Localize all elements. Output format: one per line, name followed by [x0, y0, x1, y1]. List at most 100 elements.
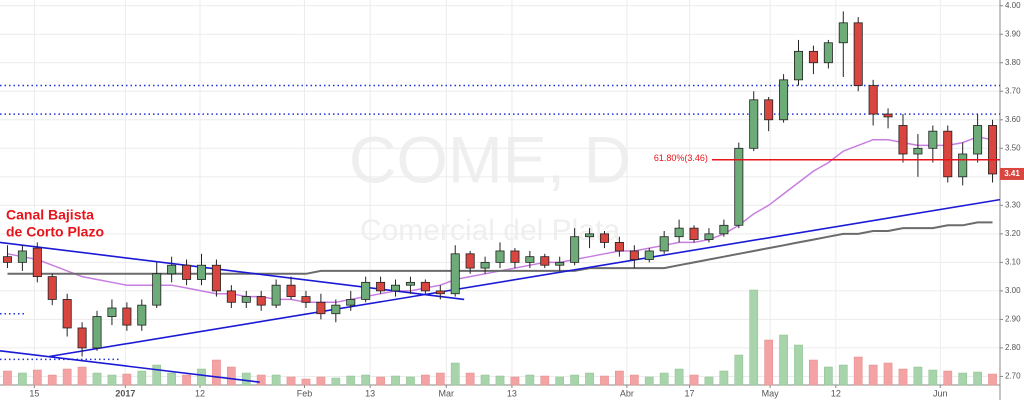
x-tick-label: Jun [933, 388, 948, 398]
volume-bar [450, 362, 460, 386]
volume-bar [555, 376, 565, 386]
candle-body [450, 253, 460, 295]
x-tick-label: 12 [831, 388, 841, 398]
candle-body [465, 253, 475, 269]
x-tick-label: 13 [365, 388, 375, 398]
volume-bar [3, 370, 12, 386]
last-price-label: 3.41 [1004, 169, 1020, 178]
candle-body [868, 85, 878, 115]
trendline [0, 349, 260, 383]
candle-body [838, 22, 848, 44]
volume-bar [18, 372, 27, 386]
candle-body [958, 153, 968, 178]
candle-body [853, 22, 863, 86]
volume-bar [32, 369, 42, 386]
volume-bar [361, 374, 371, 386]
volume-bar [137, 370, 147, 386]
candle-body [540, 256, 550, 266]
y-tick-label: 3.00 [1005, 286, 1021, 295]
volume-bar [958, 372, 968, 386]
volume-bar [212, 359, 221, 386]
candle-body [391, 284, 401, 292]
volume-bar [913, 366, 923, 386]
candle-body [256, 296, 266, 306]
candle-body [17, 250, 27, 263]
candle-body [973, 125, 983, 155]
volume-bar [689, 374, 699, 386]
candle-body [749, 99, 759, 149]
volume-bar [480, 374, 490, 386]
volume-bar [540, 375, 550, 386]
volume-bar [301, 378, 311, 386]
candle-body [734, 147, 744, 226]
candle-body [122, 307, 132, 326]
candle-body [764, 99, 774, 121]
candle-body [704, 233, 714, 240]
volume-bar [644, 376, 654, 386]
volume-bar [853, 356, 863, 386]
candle-body [808, 50, 818, 64]
y-tick-label: 2.70 [1005, 372, 1021, 381]
volume-bar [465, 372, 475, 386]
candle-body [599, 233, 609, 243]
candle-body [614, 242, 624, 252]
volume-bar [659, 372, 669, 386]
candle-body [286, 284, 296, 297]
volume-bar [197, 368, 206, 386]
volume-bar [107, 374, 117, 386]
watermark-subtitle: Comercial del Plata [360, 214, 620, 247]
candle-body [47, 276, 57, 300]
volume-bar [809, 359, 818, 386]
candle-body [301, 296, 311, 303]
candle-body [644, 250, 654, 260]
volume-bar [988, 373, 997, 386]
watermark-title: COME, D [349, 122, 631, 196]
y-tick-label: 2.80 [1005, 343, 1021, 352]
volume-bar [794, 344, 803, 386]
volume-bar [570, 374, 579, 386]
candle-body [271, 284, 281, 306]
y-tick-label: 3.20 [1005, 229, 1021, 238]
candle-body [913, 147, 923, 155]
volume-bar [346, 375, 356, 386]
volume-bar [898, 368, 908, 386]
volume-bar [182, 374, 191, 386]
volume-bar [764, 339, 774, 386]
x-tick-label: Mar [439, 388, 455, 398]
y-tick-label: 3.90 [1005, 29, 1021, 38]
candle-body [211, 264, 221, 292]
last-price-tag [1000, 167, 1024, 180]
volume-bar [973, 371, 982, 386]
candle-body [480, 261, 490, 269]
candle-body [2, 256, 12, 263]
candle-body [420, 281, 430, 292]
volume-bar [62, 368, 72, 386]
annotation: Canal Bajista [6, 207, 94, 223]
candle-body [674, 227, 684, 238]
volume-bar [928, 369, 938, 386]
volume-bar [883, 362, 893, 386]
candle-body [331, 304, 341, 315]
volume-bar [241, 372, 251, 386]
volume-bar [704, 376, 714, 386]
candle-body [659, 236, 669, 252]
candle-body [794, 50, 804, 81]
volume-bar [316, 376, 326, 386]
volume-bar [286, 376, 296, 386]
volume-bar [167, 372, 176, 386]
candle-body [376, 281, 386, 292]
candle-body [182, 264, 192, 280]
volume-bar [226, 366, 236, 386]
candle-body [585, 233, 595, 238]
fib-label: 61.80%(3.46) [654, 153, 708, 163]
volume-bar [331, 377, 341, 386]
candle-body [226, 290, 236, 303]
volume-bar [92, 372, 102, 386]
x-tick-label: 17 [685, 388, 695, 398]
annotation: de Corto Plazo [6, 224, 104, 240]
volume-bar [256, 374, 266, 386]
volume-bar [838, 364, 848, 386]
candle-body [883, 113, 893, 118]
candle-body [629, 250, 639, 260]
